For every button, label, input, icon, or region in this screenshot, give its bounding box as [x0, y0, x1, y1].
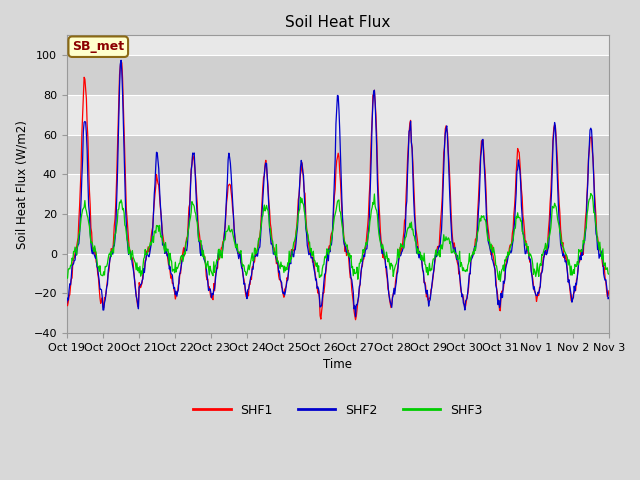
Bar	[67, 134, 609, 174]
Line: SHF1: SHF1	[67, 61, 609, 320]
SHF1	[184, 220, 192, 226]
SHF3	[587, 191, 595, 196]
SHF2	[117, 58, 125, 63]
Y-axis label: Soil Heat Flux (W/m2): Soil Heat Flux (W/m2)	[15, 120, 28, 249]
Bar	[67, 253, 609, 293]
Bar	[67, 95, 609, 134]
SHF2	[352, 314, 360, 320]
SHF2	[405, 129, 413, 134]
SHF2	[184, 229, 192, 235]
SHF1	[63, 297, 70, 303]
SHF3	[129, 248, 136, 253]
Line: SHF2: SHF2	[67, 60, 609, 317]
SHF3	[212, 262, 220, 267]
Bar	[67, 174, 609, 214]
Bar	[67, 55, 609, 95]
SHF1	[213, 265, 221, 271]
SHF3	[420, 258, 428, 264]
SHF3	[184, 234, 191, 240]
Text: SB_met: SB_met	[72, 40, 124, 53]
SHF2	[73, 252, 81, 257]
SHF1	[352, 317, 360, 323]
SHF1	[117, 58, 125, 64]
SHF3	[63, 274, 70, 280]
SHF3	[497, 278, 504, 284]
Title: Soil Heat Flux: Soil Heat Flux	[285, 15, 390, 30]
SHF1	[421, 279, 429, 285]
X-axis label: Time: Time	[323, 358, 353, 372]
SHF3	[73, 252, 81, 258]
SHF1	[129, 260, 137, 266]
Line: SHF3: SHF3	[67, 193, 609, 281]
SHF2	[605, 295, 612, 300]
SHF2	[129, 265, 137, 271]
SHF1	[405, 130, 413, 136]
SHF1	[605, 288, 612, 294]
SHF3	[605, 271, 612, 277]
SHF2	[213, 266, 221, 272]
Bar	[67, 214, 609, 253]
SHF2	[421, 281, 429, 287]
Legend: SHF1, SHF2, SHF3: SHF1, SHF2, SHF3	[188, 399, 488, 422]
SHF3	[404, 226, 412, 232]
Bar	[67, 293, 609, 333]
SHF2	[63, 300, 70, 306]
SHF1	[73, 245, 81, 251]
